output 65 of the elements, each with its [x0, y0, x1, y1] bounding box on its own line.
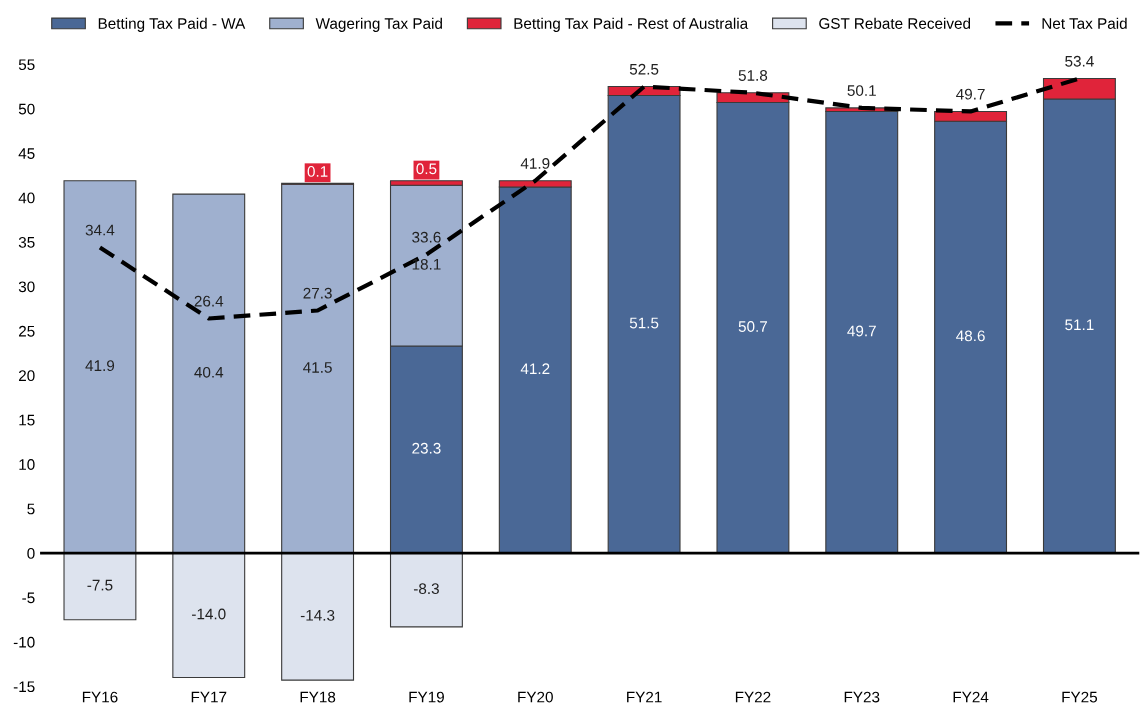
bar: [825, 110, 899, 554]
x-tick-label: FY21: [627, 691, 662, 703]
y-tick-label: -5: [22, 592, 35, 604]
bar: [281, 183, 355, 554]
y-tick-label: 15: [19, 414, 35, 426]
legend-label: Net Tax Paid: [1042, 17, 1127, 29]
data-label: 50.7: [738, 321, 768, 332]
y-tick-label: 35: [18, 236, 35, 248]
x-tick-label: FY20: [518, 691, 553, 703]
data-label: 49.7: [956, 88, 985, 100]
y-tick-label: 0: [27, 547, 35, 559]
data-label: 27.3: [303, 287, 332, 299]
y-tick-label: 55: [18, 59, 35, 71]
bar: [63, 180, 137, 554]
data-label: 41.9: [85, 360, 115, 372]
y-tick-label: 20: [18, 370, 35, 382]
legend-label: Betting Tax Paid - WA: [98, 17, 246, 32]
data-label: -8.3: [413, 583, 439, 595]
data-label: 41.9: [520, 158, 550, 169]
data-label: 33.6: [412, 231, 441, 243]
y-tick-label: 40: [18, 192, 35, 204]
x-tick-label: FY16: [82, 691, 118, 703]
data-label: 41.5: [303, 362, 332, 373]
y-tick-label: 45: [18, 148, 35, 159]
data-label: 49.7: [847, 325, 876, 337]
bar: [63, 552, 137, 621]
x-tick-label: FY22: [735, 691, 771, 703]
data-label: 51.5: [629, 317, 659, 329]
data-label: 0.1: [307, 166, 328, 177]
legend-label: GST Rebate Received: [819, 17, 971, 29]
x-tick-label: FY23: [844, 691, 880, 703]
data-label: 51.8: [738, 70, 768, 81]
data-label: 41.2: [520, 363, 550, 374]
legend-label: Betting Tax Paid - Rest of Australia: [514, 17, 749, 32]
y-tick-label: 10: [19, 459, 35, 470]
y-tick-label: 5: [27, 503, 35, 515]
data-label: 40.4: [194, 366, 224, 378]
bar: [172, 193, 246, 554]
y-tick-label: 25: [18, 325, 35, 337]
y-tick-label: 50: [18, 103, 35, 115]
legend-label: Wagering Tax Paid: [315, 17, 442, 32]
x-tick-label: FY18: [300, 691, 336, 703]
data-label: 53.4: [1065, 55, 1094, 67]
data-label: 34.4: [85, 224, 115, 236]
data-label: 0.5: [416, 163, 437, 175]
data-label: 48.6: [956, 330, 985, 342]
x-tick-label: FY17: [191, 691, 227, 703]
data-label: 18.1: [412, 258, 441, 270]
data-label: 50.1: [847, 85, 876, 96]
y-tick-label: 30: [18, 281, 35, 293]
data-label: 23.3: [412, 442, 441, 454]
x-tick-label: FY25: [1062, 691, 1098, 703]
bar: [172, 552, 246, 679]
y-tick-label: -10: [13, 636, 35, 648]
data-label: -14.3: [300, 609, 335, 621]
data-label: 51.1: [1065, 319, 1094, 331]
x-tick-label: FY24: [953, 691, 989, 703]
x-tick-label: FY19: [409, 691, 444, 703]
data-label: 52.5: [629, 63, 659, 75]
y-tick-label: -15: [13, 681, 35, 693]
bar: [389, 552, 463, 628]
data-label: -14.0: [192, 608, 226, 620]
data-label: -7.5: [87, 579, 113, 591]
bar: [281, 552, 355, 681]
data-label: 26.4: [194, 295, 224, 307]
